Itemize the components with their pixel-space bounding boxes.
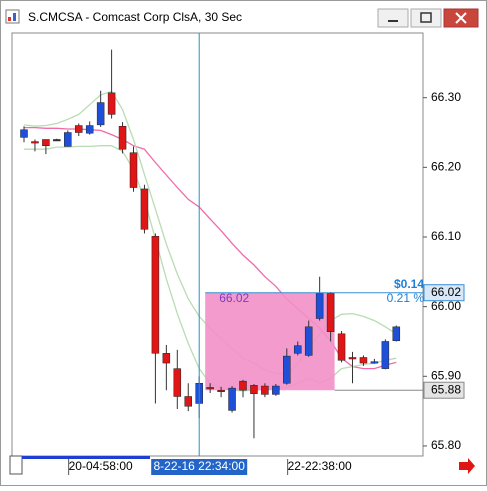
candle-body [173,368,182,397]
y-tick-label: 66.00 [431,299,461,313]
candle-body [272,385,280,395]
candle-body [359,357,368,364]
measure-box [205,292,335,391]
price-box-label: 65.88 [431,382,461,396]
candle-body [75,125,83,133]
candle-body [42,139,50,146]
candle-body [107,92,116,115]
candle-body [96,102,105,126]
candle-body [392,326,401,342]
candle-body [250,385,258,394]
candle-body [239,380,247,391]
app-icon [5,9,20,24]
minimize-button[interactable] [377,8,409,28]
candle-body [129,152,138,188]
candle-body [381,341,390,369]
scroll-arrow[interactable] [459,458,475,474]
y-tick-label: 66.30 [431,90,461,104]
candle-body [85,125,94,134]
crosshair-time-box [151,459,248,475]
chart: 66.30 66.20 66.10 66.00 65.90 65.80 66.02 $0.14… [20,33,465,475]
candle-body [283,355,291,384]
candle-body [53,139,61,142]
y-tick-label: 66.20 [431,160,461,174]
measure-start-label: 66.02 [219,291,249,305]
candle-body [20,129,28,138]
candle-body [294,345,302,354]
candle-body [228,387,236,411]
candle-body [315,293,324,319]
crosshair-time-label: 8-22-16 22:34:00 [153,459,245,473]
x-tick-label: 20-04:58:00 [69,459,133,473]
candle-body [337,333,346,361]
candle-body [261,385,269,395]
candle-body [31,141,39,144]
candle-body [151,236,160,354]
candle-body [64,132,72,147]
change-label: $0.14 [394,277,424,291]
candle-body [370,361,379,364]
close-icon [455,12,467,24]
scroll-box[interactable] [9,455,23,475]
percent-label: 0.21 % [387,291,425,305]
price-box-label: 66.02 [431,285,461,299]
candle-body [326,293,335,332]
candle-body [140,188,149,230]
app-icon-bar [13,13,16,21]
app-icon-bar [8,17,11,21]
plot-area [11,32,424,457]
x-tick-label: 22-22:38:00 [288,459,352,473]
scrollbar[interactable] [22,456,150,459]
y-tick-label: 66.10 [431,229,461,243]
candle-body [118,125,127,150]
candle-body [162,353,171,364]
window-title: S.CMCSA - Comcast Corp ClsA, 30 Sec [28,10,242,24]
price-box [423,381,465,399]
maximize-button[interactable] [410,8,442,28]
candle-body [217,389,225,392]
y-tick-label: 65.90 [431,368,461,382]
candle-body [184,396,192,407]
y-tick-label: 65.80 [431,438,461,452]
candle-body [348,357,357,360]
maximize-icon [420,12,432,23]
candle-body [304,326,313,356]
price-box [423,284,465,302]
candle-body [206,387,214,390]
